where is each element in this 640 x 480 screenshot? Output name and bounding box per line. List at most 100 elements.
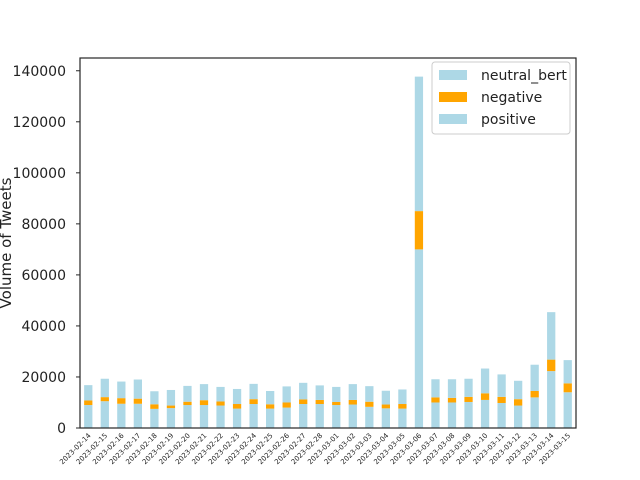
bar-negative: [530, 391, 539, 398]
bar-positive: [514, 405, 523, 428]
bar-negative: [183, 401, 192, 406]
bar-neutral_bert: [266, 391, 275, 405]
bar-positive: [431, 402, 440, 428]
x-axis: 2023-02-142023-02-152023-02-162023-02-17…: [58, 431, 572, 466]
bar-neutral_bert: [249, 383, 258, 400]
bar-neutral_bert: [183, 385, 192, 402]
legend-label-neutral_bert: neutral_bert: [481, 68, 567, 84]
bar-neutral_bert: [563, 360, 572, 384]
legend: neutral_bert negative positive: [431, 61, 571, 135]
bar-positive: [117, 403, 126, 428]
bar-negative: [414, 211, 424, 250]
bar-negative: [497, 396, 506, 403]
bar-neutral_bert: [315, 385, 324, 400]
bar-neutral_bert: [431, 379, 440, 398]
bars-group: [84, 76, 572, 428]
bar-negative: [150, 404, 159, 409]
bar-neutral_bert: [133, 379, 142, 399]
bar-negative: [381, 404, 390, 409]
bar-neutral_bert: [166, 389, 176, 406]
bar-negative: [299, 399, 308, 405]
bar-positive: [282, 407, 291, 428]
bar-neutral_bert: [348, 384, 357, 400]
y-tick-label: 140000: [13, 64, 66, 80]
bar-negative: [514, 399, 523, 406]
bar-positive: [133, 403, 142, 428]
bar-neutral_bert: [447, 379, 457, 398]
bar-negative: [232, 404, 242, 409]
bar-neutral_bert: [381, 390, 390, 405]
bar-negative: [282, 402, 291, 408]
bar-neutral_bert: [514, 380, 523, 400]
bar-positive: [563, 392, 572, 428]
bar-neutral_bert: [497, 374, 506, 397]
bar-neutral_bert: [117, 381, 126, 399]
bar-neutral_bert: [199, 384, 209, 401]
bar-negative: [447, 397, 457, 403]
bar-negative: [431, 397, 440, 403]
bar-positive: [299, 404, 308, 428]
bar-negative: [266, 404, 275, 409]
bar-positive: [497, 402, 506, 428]
bar-negative: [166, 405, 176, 409]
bar-negative: [480, 393, 490, 400]
legend-swatch-positive: [439, 114, 467, 124]
y-tick-label: 40000: [21, 319, 66, 335]
bar-positive: [315, 404, 324, 428]
bar-negative: [398, 404, 407, 409]
bar-positive: [480, 399, 490, 428]
legend-swatch-neutral_bert: [439, 70, 467, 80]
y-tick-label: 60000: [21, 268, 66, 284]
y-tick-label: 80000: [21, 217, 66, 233]
bar-negative: [348, 399, 357, 405]
bar-positive: [100, 401, 109, 428]
y-tick-label: 20000: [21, 370, 66, 386]
bar-neutral_bert: [530, 364, 539, 391]
bar-positive: [398, 408, 407, 428]
bar-neutral_bert: [398, 389, 407, 405]
bar-neutral_bert: [232, 388, 242, 405]
bar-neutral_bert: [84, 385, 93, 401]
bar-negative: [365, 401, 374, 407]
bar-negative: [133, 398, 142, 404]
bar-positive: [199, 405, 209, 428]
bar-negative: [315, 399, 324, 405]
bar-negative: [332, 401, 341, 406]
bar-negative: [84, 400, 93, 406]
bar-positive: [464, 401, 473, 428]
plot-frame: [79, 57, 577, 429]
bar-positive: [266, 408, 275, 428]
bar-neutral_bert: [100, 378, 109, 398]
bar-positive: [414, 249, 424, 428]
bar-negative: [464, 396, 473, 402]
bar-positive: [530, 397, 539, 428]
bar-neutral_bert: [365, 386, 374, 402]
bar-positive: [183, 405, 192, 428]
bar-positive: [216, 405, 225, 428]
bar-negative: [216, 401, 225, 406]
y-axis: 0 20000 40000 60000 80000 100000 120000 140000: [13, 64, 80, 437]
bar-negative: [547, 359, 556, 372]
bar-positive: [381, 408, 390, 428]
y-axis-title: Volume of Tweets: [0, 177, 15, 308]
bar-negative: [199, 400, 209, 406]
bar-neutral_bert: [216, 386, 225, 402]
legend-swatch-negative: [439, 92, 467, 102]
bar-neutral_bert: [547, 312, 556, 360]
legend-label-negative: negative: [481, 90, 542, 106]
y-tick-label: 100000: [13, 166, 66, 182]
bar-positive: [547, 371, 556, 428]
bar-positive: [150, 408, 159, 428]
bar-negative: [249, 399, 258, 405]
bar-neutral_bert: [150, 391, 159, 405]
y-tick-label: 120000: [13, 115, 66, 131]
legend-label-positive: positive: [481, 112, 536, 128]
bar-neutral_bert: [332, 386, 341, 402]
bar-neutral_bert: [464, 378, 473, 397]
bar-neutral_bert: [480, 368, 490, 394]
bar-negative: [563, 383, 572, 393]
bar-positive: [232, 408, 242, 428]
bar-positive: [249, 404, 258, 428]
y-tick-label: 0: [57, 421, 66, 437]
